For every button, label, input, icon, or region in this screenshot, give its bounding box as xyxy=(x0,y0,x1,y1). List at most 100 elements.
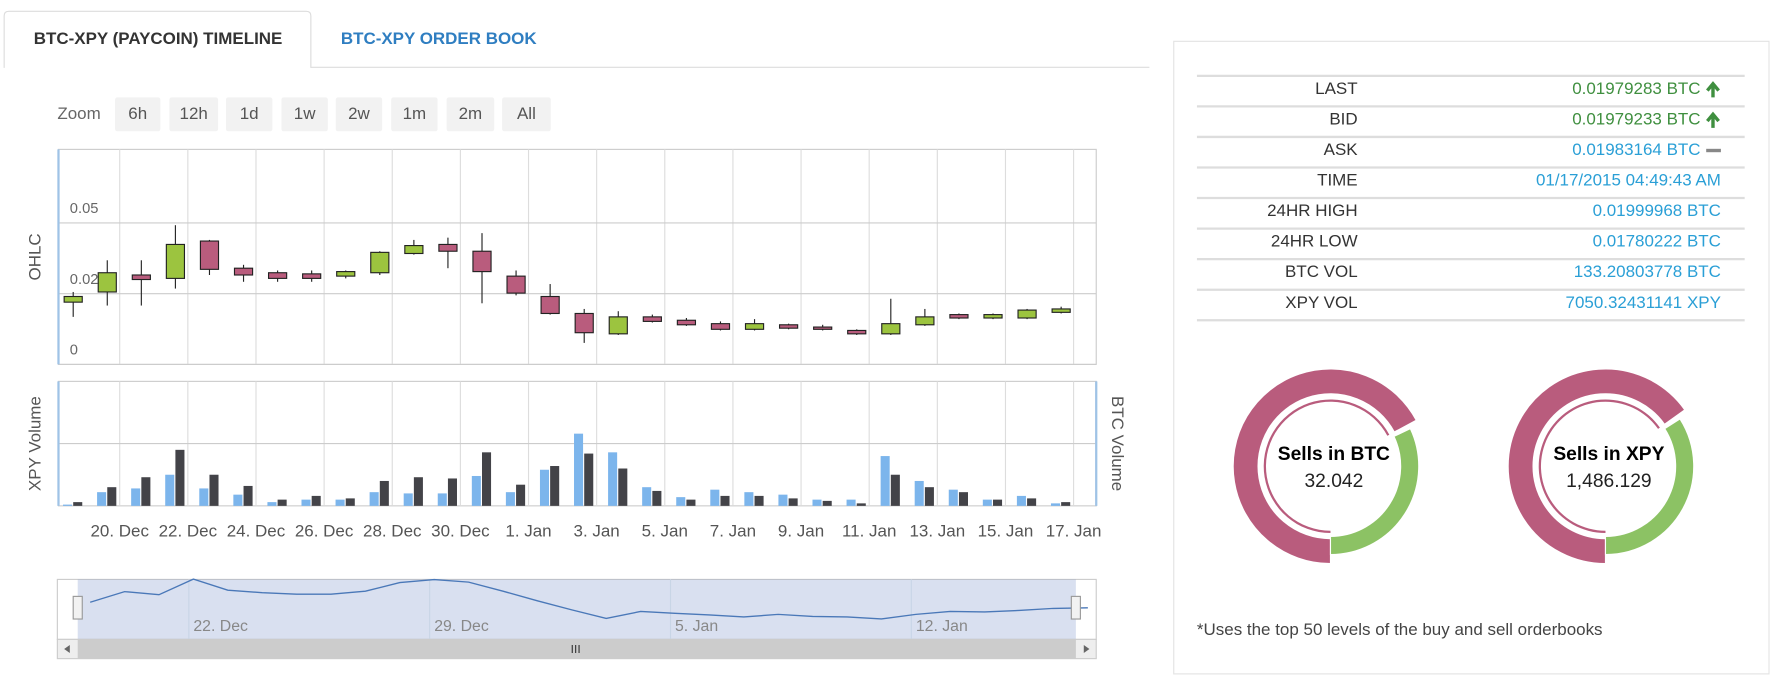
scrollbar-arrow[interactable] xyxy=(1083,645,1090,653)
tab-label[interactable]: BTC-XPY (PAYCOIN) TIMELINE xyxy=(34,29,283,48)
zoom-button-label[interactable]: 2m xyxy=(459,104,483,123)
zoom-button-label[interactable]: 12h xyxy=(180,104,208,123)
candle-body xyxy=(676,319,697,326)
candle-body xyxy=(267,272,288,279)
candle-body xyxy=(336,271,356,277)
y2-axis-title: BTC Volume xyxy=(1108,396,1127,491)
x-tick-label: 24. Dec xyxy=(227,521,286,540)
scrollbar-thumb[interactable] xyxy=(77,639,1076,659)
zoom-button[interactable] xyxy=(502,97,551,132)
volume-bar xyxy=(97,492,107,506)
candle-body xyxy=(63,295,83,303)
volume-bar xyxy=(1050,503,1061,506)
candle-body xyxy=(165,243,186,279)
zoom-button-label[interactable]: 1m xyxy=(403,104,427,123)
navigator-label: 12. Jan xyxy=(916,618,968,635)
volume-bar xyxy=(812,499,822,506)
volume-bar xyxy=(982,499,992,506)
zoom-button[interactable] xyxy=(281,97,328,132)
stat-value: 7050.32431141 XPY xyxy=(1566,293,1721,312)
zoom-button[interactable] xyxy=(391,97,438,132)
volume-bar xyxy=(584,453,594,506)
zoom-button-label[interactable]: All xyxy=(517,104,536,123)
navigator-handle[interactable] xyxy=(1070,595,1081,620)
zoom-button-label[interactable]: 1w xyxy=(294,104,316,123)
zoom-button[interactable] xyxy=(446,97,495,132)
donut-value: 32.042 xyxy=(1304,471,1363,492)
zoom-button-label[interactable]: 2w xyxy=(348,104,370,123)
donut-title: Sells in BTC xyxy=(1278,444,1390,465)
candle-body xyxy=(642,316,662,322)
volume-bar xyxy=(890,474,900,506)
volume-bar xyxy=(924,487,934,506)
x-tick-label: 15. Jan xyxy=(978,521,1034,540)
candle-body xyxy=(744,323,765,330)
x-tick-label: 17. Jan xyxy=(1046,521,1102,540)
volume-bar xyxy=(233,494,243,506)
volume-bar xyxy=(335,499,345,506)
navigator-label: 22. Dec xyxy=(193,618,248,635)
stat-label: TIME xyxy=(1317,171,1358,190)
volume-bar xyxy=(505,492,515,506)
donut-segment xyxy=(1329,427,1420,556)
x-tick-label: 9. Jan xyxy=(778,521,824,540)
stat-label: 24HR LOW xyxy=(1271,232,1358,251)
volume-bar xyxy=(710,489,720,506)
x-tick-label: 26. Dec xyxy=(295,521,354,540)
volume-bar xyxy=(277,499,287,506)
volume-bar xyxy=(345,498,355,506)
stat-label: 24HR HIGH xyxy=(1267,201,1358,220)
candle-body xyxy=(574,312,594,334)
scrollbar-arrow[interactable] xyxy=(64,645,70,653)
candle-body xyxy=(608,316,628,335)
x-tick-label: 22. Dec xyxy=(159,521,218,540)
zoom-button[interactable] xyxy=(169,97,219,132)
volume-bar xyxy=(958,492,968,506)
y-tick-label: 0.05 xyxy=(70,201,99,217)
volume-bar xyxy=(141,477,151,506)
volume-bar xyxy=(618,468,628,506)
volume-bar xyxy=(447,478,457,506)
candle-body xyxy=(199,240,220,270)
volume-bar xyxy=(993,499,1003,506)
active-tab[interactable] xyxy=(3,10,312,68)
x-tick-label: 5. Jan xyxy=(642,521,688,540)
x-tick-label: 11. Jan xyxy=(842,521,896,540)
zoom-button[interactable] xyxy=(225,97,273,132)
volume-bar xyxy=(73,502,83,506)
volume-bar xyxy=(243,485,253,506)
volume-bar xyxy=(846,499,856,506)
volume-bar xyxy=(175,449,185,506)
volume-bar xyxy=(1016,495,1026,506)
volume-bar xyxy=(1027,498,1037,506)
zoom-button-label[interactable]: 6h xyxy=(128,104,147,123)
volume-bar xyxy=(822,500,832,506)
stat-value: 0.01780222 BTC xyxy=(1593,232,1721,251)
stat-value: 0.01979283 BTC xyxy=(1572,79,1700,98)
y-tick-label: 0.025 xyxy=(70,272,107,288)
volume-bar xyxy=(63,504,73,506)
x-tick-label: 3. Jan xyxy=(574,521,620,540)
candle-body xyxy=(881,323,901,335)
candle-body xyxy=(915,316,935,326)
zoom-button[interactable] xyxy=(335,97,383,132)
x-tick-label: 20. Dec xyxy=(90,521,149,540)
zoom-button[interactable] xyxy=(115,97,161,132)
tab-label[interactable]: BTC-XPY ORDER BOOK xyxy=(341,29,538,48)
volume-bar xyxy=(539,469,550,506)
x-tick-label: 7. Jan xyxy=(710,521,756,540)
trend-up-icon xyxy=(1706,81,1720,98)
trend-up-icon xyxy=(1706,111,1720,128)
volume-bar xyxy=(880,456,890,506)
candle-body xyxy=(847,329,867,335)
navigator-handle[interactable] xyxy=(72,595,83,620)
candle-body xyxy=(1051,308,1071,313)
volume-bar xyxy=(642,487,652,506)
stats-panel xyxy=(1173,40,1770,675)
volume-bar xyxy=(686,499,696,506)
candle-body xyxy=(438,243,458,252)
donut-value: 1,486.129 xyxy=(1566,471,1652,492)
volume-bar xyxy=(914,480,924,506)
zoom-button-label[interactable]: 1d xyxy=(240,104,259,123)
